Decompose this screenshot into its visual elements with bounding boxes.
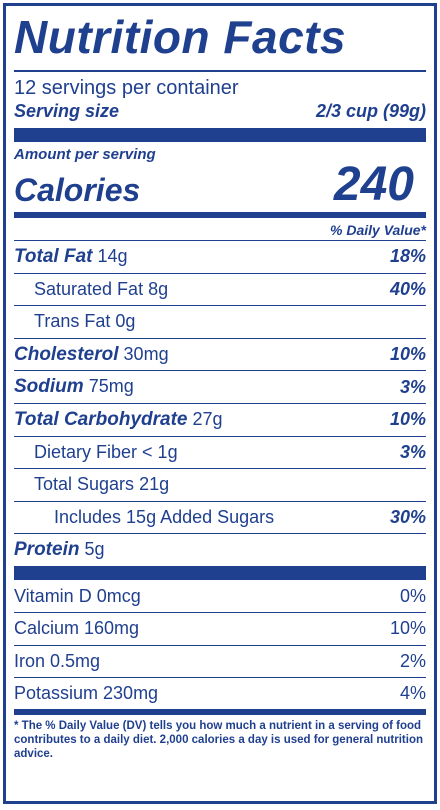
vitamin-dv: 4%: [399, 682, 426, 703]
nutrient-amount: 21g: [139, 474, 170, 495]
nutrient-name: Includes 15g Added Sugars: [54, 507, 275, 528]
nutrient-name: Dietary Fiber: [34, 441, 138, 462]
vitamin-name: Vitamin D 0mcg: [14, 585, 141, 606]
nutrient-amount: 75mg: [88, 376, 134, 397]
nutrient-row-saturated-fat: Saturated Fat 8g 40%: [14, 272, 426, 306]
medium-divider: [14, 212, 426, 218]
calories-row: Calories 240: [14, 158, 426, 211]
serving-size-label: Serving size: [14, 101, 120, 121]
vitamin-dv: 2%: [399, 650, 426, 671]
nutrient-dv: 10%: [389, 344, 426, 365]
vitamin-dv: 0%: [399, 585, 426, 606]
divider: [14, 70, 426, 72]
nutrient-name: Total Fat: [14, 245, 93, 267]
nutrient-row-total-sugars: Total Sugars 21g: [14, 468, 426, 501]
nutrient-row-dietary-fiber: Dietary Fiber < 1g 3%: [14, 435, 426, 469]
footnote: * The % Daily Value (DV) tells you how m…: [14, 720, 424, 761]
vitamin-name: Calcium 160mg: [14, 618, 140, 639]
nutrient-row-sodium: Sodium 75mg 3%: [14, 370, 426, 403]
nutrient-dv: 3%: [399, 376, 426, 397]
nutrient-name: Cholesterol: [14, 343, 119, 365]
serving-size-value: 2/3 cup (99g): [315, 101, 426, 121]
nutrient-name: Trans Fat: [34, 311, 111, 332]
thick-divider: [14, 565, 426, 580]
nutrient-row-protein: Protein 5g: [14, 533, 426, 566]
amount-per-serving: Amount per serving: [14, 146, 156, 163]
nutrient-name: Sodium: [14, 376, 84, 398]
thick-divider: [14, 128, 426, 142]
serving-size-row: Serving size 2/3 cup (99g): [14, 100, 426, 124]
nutrient-name: Total Sugars: [34, 474, 135, 495]
nutrient-name: Saturated Fat: [34, 278, 144, 299]
vitamin-row-vitamin-d: Vitamin D 0mcg 0%: [14, 580, 426, 612]
nutrient-row-trans-fat: Trans Fat 0g: [14, 305, 426, 338]
nutrient-amount: 14g: [97, 245, 128, 266]
nutrient-amount: 0g: [115, 311, 136, 332]
label-title: Nutrition Facts: [14, 11, 347, 63]
servings-per-container: 12 servings per container: [14, 77, 239, 99]
calories-label: Calories: [14, 172, 141, 208]
nutrient-dv: 30%: [389, 507, 426, 528]
nutrient-amount: 8g: [148, 278, 169, 299]
vitamin-row-calcium: Calcium 160mg 10%: [14, 612, 426, 644]
nutrient-amount: 30mg: [123, 343, 169, 364]
vitamin-name: Potassium 230mg: [14, 682, 159, 703]
nutrient-amount: < 1g: [142, 441, 178, 462]
vitamin-row-iron: Iron 0.5mg 2%: [14, 644, 426, 677]
nutrient-name: Protein: [14, 539, 80, 561]
calories-value: 240: [333, 158, 414, 211]
nutrient-dv: 3%: [399, 441, 426, 462]
medium-divider: [14, 709, 426, 716]
nutrient-row-total-carbohydrate: Total Carbohydrate 27g 10%: [14, 402, 426, 436]
vitamin-row-potassium: Potassium 230mg 4%: [14, 676, 426, 709]
nutrition-label: Nutrition Facts 12 servings per containe…: [3, 3, 437, 804]
nutrient-dv: 18%: [389, 246, 426, 267]
nutrient-row-cholesterol: Cholesterol 30mg 10%: [14, 337, 426, 371]
nutrient-row-added-sugars: Includes 15g Added Sugars 30%: [14, 500, 426, 534]
nutrient-amount: 5g: [84, 539, 105, 560]
nutrient-row-total-fat: Total Fat 14g 18%: [14, 240, 426, 273]
daily-value-header: % Daily Value*: [330, 222, 426, 238]
nutrient-name: Total Carbohydrate: [14, 408, 188, 430]
vitamin-name: Iron 0.5mg: [14, 650, 101, 671]
nutrient-amount: 27g: [192, 408, 223, 429]
nutrient-dv: 10%: [389, 409, 426, 430]
vitamin-dv: 10%: [389, 618, 426, 639]
nutrient-dv: 40%: [389, 278, 426, 299]
